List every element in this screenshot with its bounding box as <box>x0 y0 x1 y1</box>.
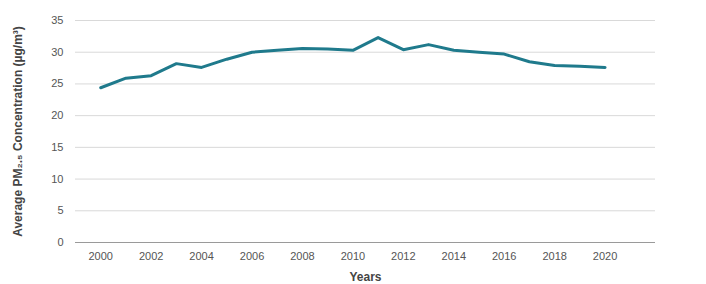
svg-text:2012: 2012 <box>391 250 415 262</box>
svg-text:2002: 2002 <box>139 250 163 262</box>
svg-text:20: 20 <box>51 109 63 121</box>
svg-text:2016: 2016 <box>492 250 516 262</box>
svg-text:2004: 2004 <box>189 250 213 262</box>
svg-text:2020: 2020 <box>593 250 617 262</box>
svg-text:0: 0 <box>57 236 63 248</box>
svg-text:2010: 2010 <box>341 250 365 262</box>
svg-text:10: 10 <box>51 173 63 185</box>
svg-text:2014: 2014 <box>442 250 466 262</box>
svg-text:2018: 2018 <box>542 250 566 262</box>
svg-text:25: 25 <box>51 77 63 89</box>
svg-text:2008: 2008 <box>290 250 314 262</box>
svg-text:35: 35 <box>51 14 63 26</box>
svg-text:15: 15 <box>51 141 63 153</box>
svg-text:30: 30 <box>51 46 63 58</box>
svg-text:Average PM₂.₅ Concentration (µ: Average PM₂.₅ Concentration (µg/m³) <box>11 26 25 237</box>
svg-text:2000: 2000 <box>88 250 112 262</box>
svg-text:Years: Years <box>349 270 381 284</box>
svg-text:2006: 2006 <box>240 250 264 262</box>
svg-text:5: 5 <box>57 204 63 216</box>
